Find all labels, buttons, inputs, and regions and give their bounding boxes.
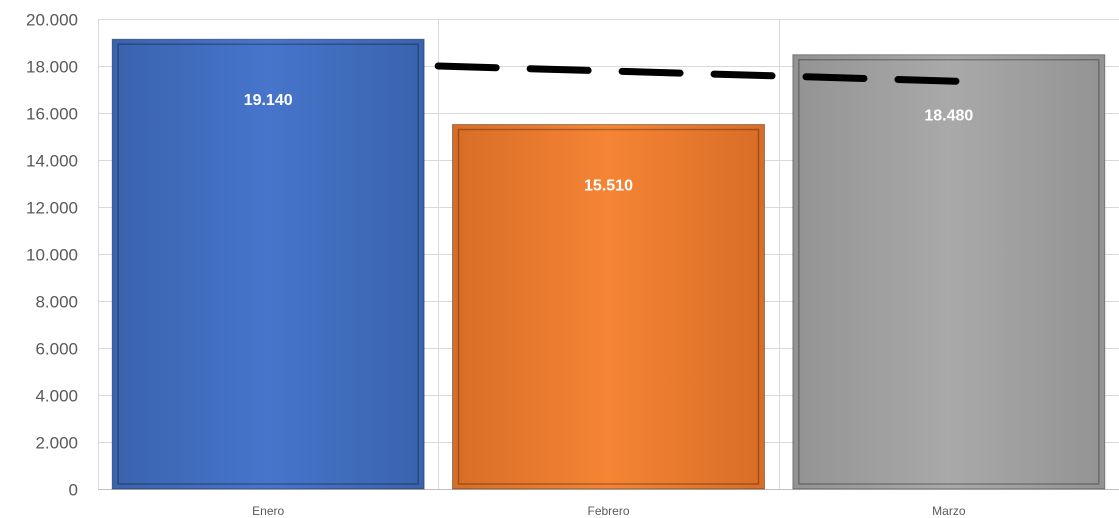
data-labels: 19.140 15.510 18.480 [244,92,974,194]
bar-bevel [457,128,760,485]
x-tick-label: Febrero [587,504,629,518]
x-tick-label: Marzo [932,504,966,518]
y-tick-label: 4.000 [35,387,78,406]
data-label: 18.480 [924,108,973,125]
y-tick-label: 8.000 [35,293,78,312]
bar-edge [792,54,1106,490]
y-tick-label: 10.000 [26,246,78,265]
y-tick-label: 16.000 [26,105,78,124]
y-tick-label: 6.000 [35,340,78,359]
bar-body [112,39,425,490]
bar [792,54,1106,490]
bar [111,38,425,490]
bar-body [452,124,765,489]
y-axis: 0 2.000 4.000 6.000 8.000 10.000 12.000 14.000 1… [26,11,78,500]
y-tick-label: 20.000 [26,11,78,30]
x-tick-label: Enero [252,504,284,518]
bar [452,124,765,490]
bar-edge [111,38,425,490]
y-tick-label: 18.000 [26,58,78,77]
bar-bevel [117,43,419,485]
data-label: 15.510 [584,178,633,195]
bar-edge [452,124,765,490]
bar-body [792,54,1105,489]
bars-group [111,38,1106,490]
bar-bevel [798,58,1100,485]
data-label: 19.140 [244,92,293,109]
y-tick-label: 14.000 [26,152,78,171]
x-axis: Enero Febrero Marzo [252,504,966,518]
y-tick-label: 2.000 [35,434,78,453]
y-tick-label: 0 [69,481,78,500]
y-tick-label: 12.000 [26,199,78,218]
